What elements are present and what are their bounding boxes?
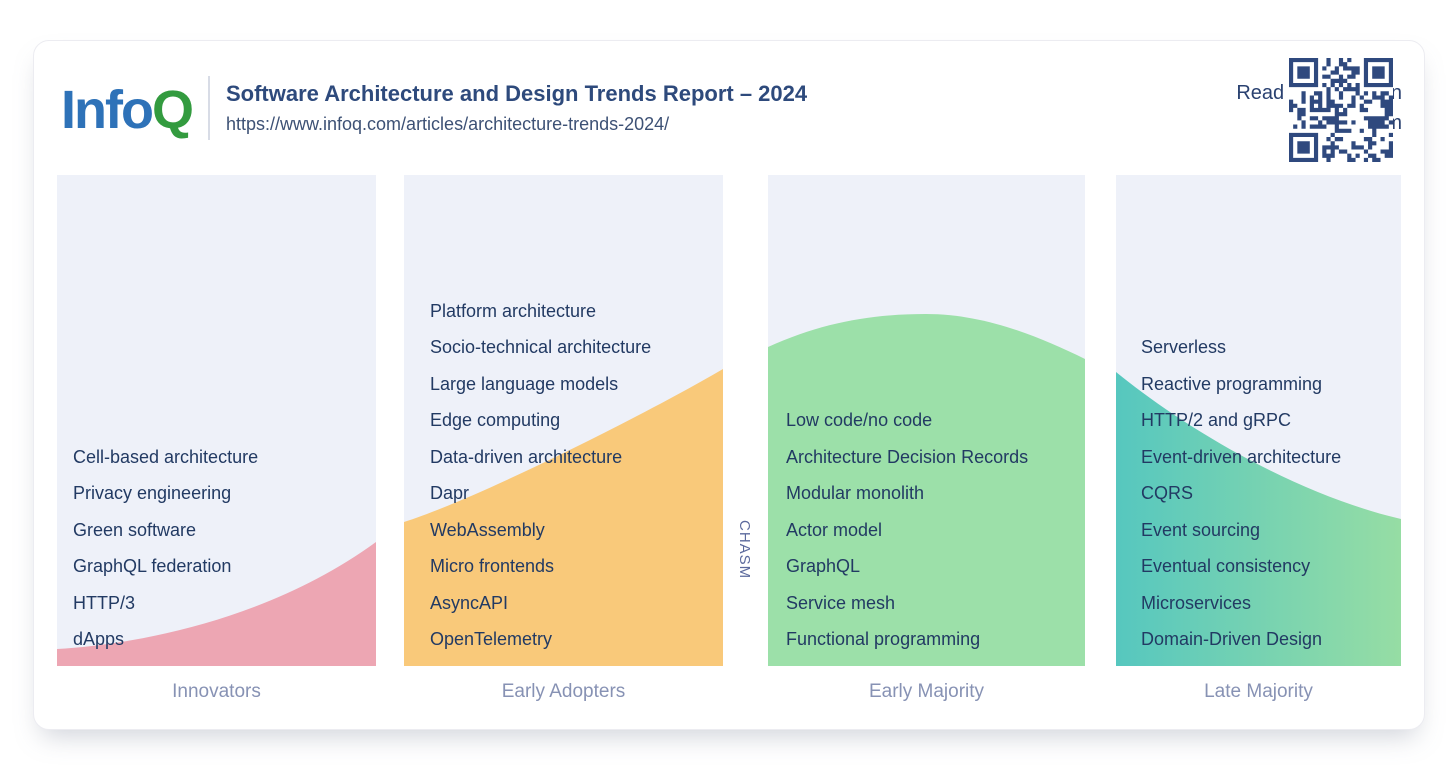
article-url-link[interactable]: https://www.infoq.com/articles/architect… [225,114,670,135]
stage-label-early-adopters: Early Adopters [501,681,626,702]
stage-label-innovators: Innovators [172,681,261,702]
trend-item: Modular monolith [786,483,925,504]
adoption-curve-segment-innovators [57,542,376,666]
page-title: Software Architecture and Design Trends … [225,80,808,106]
trend-item: Dapr [430,483,470,504]
stage-panel: Platform architecture Socio-technical arc… [404,175,723,666]
trend-item: HTTP/3 [73,592,136,613]
trend-item: Serverless [1141,337,1227,358]
trend-item: Privacy engineering [73,483,232,504]
adoption-curve-segment-late-majority [1116,372,1401,666]
stage-label-late-majority: Late Majority [1204,681,1313,702]
stage-column-early-adopters: Platform architecture Socio-technical arc… [404,175,723,703]
stage-column-late-majority: Serverless Reactive programming HTTP/2 and… [1116,175,1401,703]
trend-list-innovators: Cell-based architecture Privacy engineeri… [57,439,376,658]
logo-text-q: Q [151,80,194,140]
trend-item: Domain-Driven Design [1141,629,1323,650]
trend-item: GraphQL federation [73,556,232,577]
trend-item: Large language models [430,373,619,394]
title-block: Software Architecture and Design Trends … [226,81,807,135]
trend-item: WebAssembly [430,519,545,540]
trend-item: Green software [73,519,197,540]
trend-item: Eventual consistency [1141,556,1311,577]
trend-item: Edge computing [430,410,561,431]
trend-item: Microservices [1141,592,1252,613]
trend-item: Actor model [786,519,883,540]
report-card: InfoQ Software Architecture and Design T… [33,40,1425,730]
trend-item: Event-driven architecture [1141,446,1342,467]
infoq-logo: InfoQ [61,79,194,140]
trend-item: Cell-based architecture [73,446,259,467]
trend-item: Low code/no code [786,410,933,431]
trend-item: Reactive programming [1141,373,1323,394]
trend-item: Event sourcing [1141,519,1261,540]
trend-list-early-adopters: Platform architecture Socio-technical arc… [404,293,723,658]
chasm-label: CHASM [736,520,753,580]
stage-column-early-majority: Low code/no code Architecture Decision Re… [768,175,1085,703]
trend-item: Data-driven architecture [430,446,623,467]
stage-panel: Serverless Reactive programming HTTP/2 and… [1116,175,1401,666]
trend-item: dApps [73,629,125,650]
stage-label-early-majority: Early Majority [868,681,985,702]
trend-item: Service mesh [786,592,896,613]
trend-item: CQRS [1141,483,1194,504]
adoption-curve-segment-early-adopters [404,369,723,666]
adoption-curve-segment-early-majority [768,314,1085,666]
trend-list-late-majority: Serverless Reactive programming HTTP/2 and… [1116,330,1401,659]
header: InfoQ Software Architecture and Design T… [34,41,1424,175]
adoption-curve-chart: Cell-based architecture Privacy engineeri… [34,175,1424,729]
stage-panel: Cell-based architecture Privacy engineeri… [57,175,376,666]
trend-item: Architecture Decision Records [786,446,1029,467]
trend-item: AsyncAPI [430,592,509,613]
trend-list-early-majority: Low code/no code Architecture Decision Re… [768,403,1085,659]
trend-item: HTTP/2 and gRPC [1141,410,1292,431]
trend-item: OpenTelemetry [430,629,553,650]
trend-item: Socio-technical architecture [430,337,652,358]
logo-text-info: Info [61,80,154,140]
stage-column-innovators: Cell-based architecture Privacy engineeri… [57,175,376,703]
trend-item: Micro frontends [430,556,555,577]
trend-item: Platform architecture [430,300,597,321]
stage-panel: Low code/no code Architecture Decision Re… [768,175,1085,666]
header-divider [207,76,210,140]
trend-item: GraphQL [786,556,861,577]
qr-code-icon [1289,58,1393,162]
trend-item: Functional programming [786,629,981,650]
